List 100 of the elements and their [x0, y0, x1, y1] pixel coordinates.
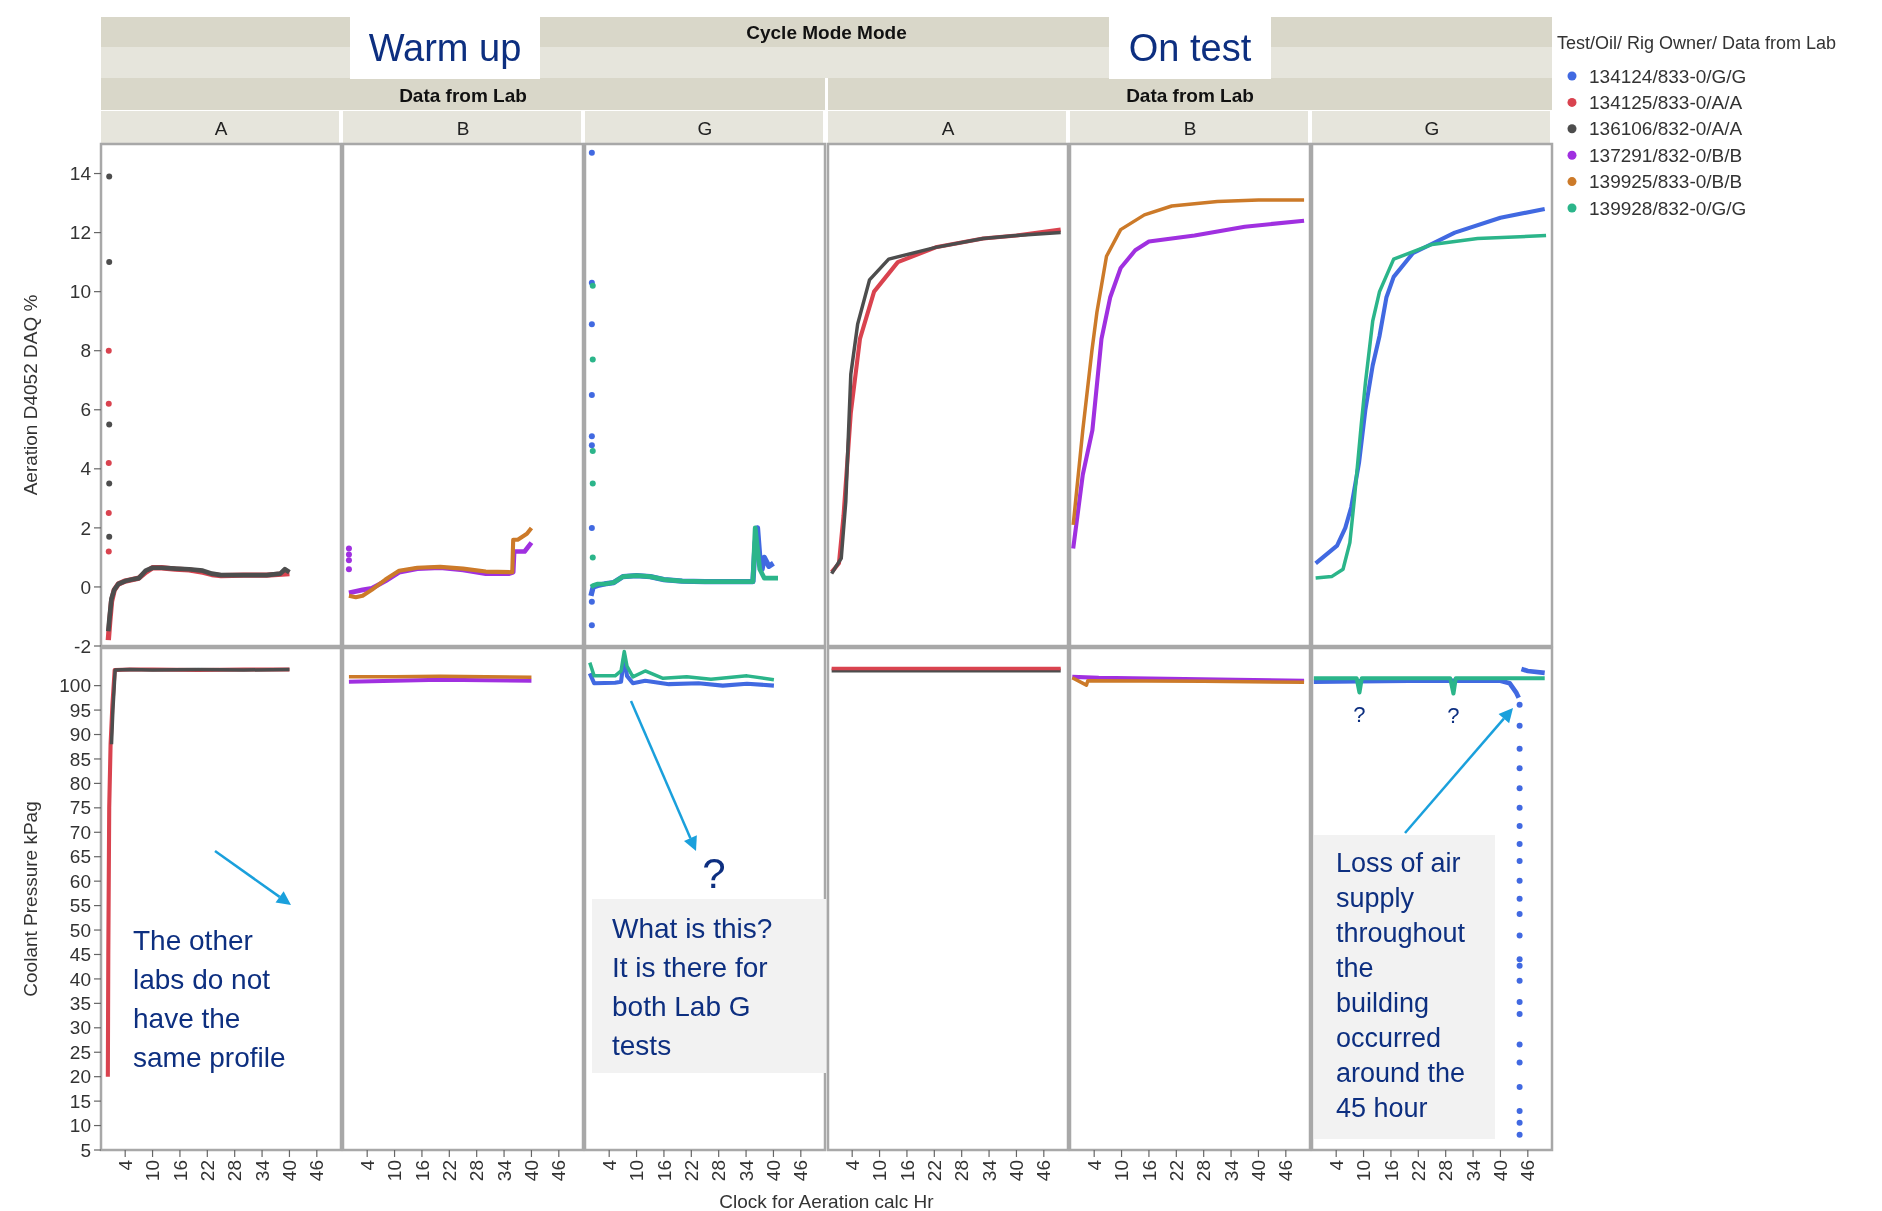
chart-title: A	[941, 118, 955, 139]
x-tick-label: 40	[521, 1160, 543, 1182]
y-tick-label: 90	[69, 724, 91, 746]
x-axis-title: Clock for Aeration calc Hr	[719, 1191, 935, 1211]
x-tick-label: 34	[735, 1159, 757, 1182]
text: Cycle Mode Mode	[746, 22, 907, 43]
x-tick-label: 4	[1083, 1159, 1105, 1171]
chart-title: A	[214, 118, 228, 139]
y-tick-label: 65	[69, 846, 91, 868]
annotation: ?	[1447, 703, 1460, 729]
y-tick-label: 50	[69, 919, 91, 941]
y-tick-label: -2	[74, 635, 91, 657]
chart-title: B	[456, 118, 470, 139]
x-tick-label: 40	[279, 1160, 301, 1182]
x-tick-label: 10	[1353, 1160, 1375, 1182]
y-tick-label: 5	[80, 1139, 91, 1161]
y-tick-label: 2	[80, 517, 91, 539]
legend-label: 136106/832-0/A/A	[1589, 118, 1743, 140]
y-tick-label: 60	[69, 870, 91, 892]
y-tick-label: 6	[80, 399, 91, 421]
x-tick-label: 4	[114, 1159, 136, 1171]
annotation: ?	[702, 850, 726, 897]
x-tick-label: 28	[951, 1160, 973, 1182]
y-tick-label: 30	[69, 1017, 91, 1039]
chart-subtitle: Data from Lab	[399, 85, 527, 106]
x-tick-label: 34	[1220, 1159, 1242, 1182]
x-tick-label: 22	[438, 1160, 460, 1182]
x-tick-label: 46	[1275, 1160, 1297, 1182]
annotation: Loss of air supply throughout the building occurred around the 45 hour	[1336, 848, 1466, 1123]
text: On test	[1128, 27, 1252, 69]
x-tick-label: 10	[1111, 1160, 1133, 1182]
y-tick-label: 80	[69, 773, 91, 795]
y-tick-label: 10	[69, 1115, 91, 1137]
chart-title: B	[1183, 118, 1197, 139]
y-tick-label: 0	[80, 576, 91, 598]
x-tick-label: 16	[896, 1160, 918, 1182]
x-tick-label: 34	[251, 1159, 273, 1182]
legend-label: 137291/832-0/B/B	[1589, 144, 1743, 166]
x-tick-label: 28	[708, 1160, 730, 1182]
y-tick-label: 85	[69, 748, 91, 770]
x-tick-label: 10	[626, 1160, 648, 1182]
y-tick-label: 45	[69, 944, 91, 966]
chart-title: G	[697, 118, 713, 139]
x-tick-label: 10	[384, 1160, 406, 1182]
chart-subtitle: Data from Lab	[1126, 85, 1254, 106]
x-tick-label: 16	[1380, 1160, 1402, 1182]
x-tick-label: 22	[680, 1160, 702, 1182]
y-tick-label: 20	[69, 1066, 91, 1088]
x-tick-label: 16	[411, 1160, 433, 1182]
y-axis-title: Aeration D4052 DAQ %	[19, 294, 41, 496]
y-tick-label: 100	[59, 675, 91, 697]
x-tick-label: 10	[142, 1160, 164, 1182]
y-tick-label: 95	[69, 699, 91, 721]
legend-title: Test/Oil/ Rig Owner/ Data from Lab	[1557, 33, 1837, 53]
x-tick-label: 22	[923, 1160, 945, 1182]
x-tick-label: 40	[1490, 1160, 1512, 1182]
x-tick-label: 22	[1165, 1160, 1187, 1182]
x-tick-label: 4	[356, 1159, 378, 1171]
x-tick-label: 34	[1462, 1159, 1484, 1182]
y-tick-label: 35	[69, 993, 91, 1015]
legend-label: 134124/833-0/G/G	[1589, 65, 1747, 87]
x-tick-label: 28	[1193, 1160, 1215, 1182]
y-tick-label: 4	[80, 458, 92, 480]
x-tick-label: 4	[1325, 1159, 1347, 1171]
x-tick-label: 16	[1138, 1160, 1160, 1182]
chart-title: G	[1424, 118, 1440, 139]
annotation: What is this? It is there for both Lab G tests	[612, 913, 773, 1061]
x-tick-label: 28	[1435, 1160, 1457, 1182]
y-tick-label: 12	[69, 222, 91, 244]
x-tick-label: 40	[1006, 1160, 1028, 1182]
annotation: ?	[1353, 702, 1366, 728]
y-axis-title: Coolant Pressure kPag	[19, 801, 41, 997]
x-tick-label: 22	[1407, 1160, 1429, 1182]
y-tick-label: 75	[69, 797, 91, 819]
x-tick-label: 22	[196, 1160, 218, 1182]
x-tick-label: 28	[224, 1160, 246, 1182]
x-tick-label: 34	[493, 1159, 515, 1182]
x-tick-label: 4	[841, 1159, 863, 1171]
y-tick-label: 25	[69, 1041, 91, 1063]
y-tick-label: 8	[80, 340, 91, 362]
y-tick-label: 15	[69, 1090, 91, 1112]
x-tick-label: 46	[1517, 1160, 1539, 1182]
x-tick-label: 46	[548, 1160, 570, 1182]
x-tick-label: 46	[790, 1160, 812, 1182]
y-tick-label: 70	[69, 821, 91, 843]
legend-label: 139925/833-0/B/B	[1589, 171, 1743, 193]
x-tick-label: 46	[306, 1160, 328, 1182]
x-tick-label: 16	[169, 1160, 191, 1182]
x-tick-label: 10	[869, 1160, 891, 1182]
legend-label: 139928/832-0/G/G	[1589, 197, 1747, 219]
x-tick-label: 40	[763, 1160, 785, 1182]
y-tick-label: 14	[69, 163, 92, 185]
y-tick-label: 40	[69, 968, 91, 990]
x-tick-label: 34	[978, 1159, 1000, 1182]
annotation: The other labs do not have the same profile	[133, 925, 286, 1073]
x-tick-label: 46	[1033, 1160, 1055, 1182]
x-tick-label: 16	[653, 1160, 675, 1182]
x-tick-label: 40	[1248, 1160, 1270, 1182]
y-tick-label: 10	[69, 281, 91, 303]
x-tick-label: 4	[598, 1159, 620, 1171]
